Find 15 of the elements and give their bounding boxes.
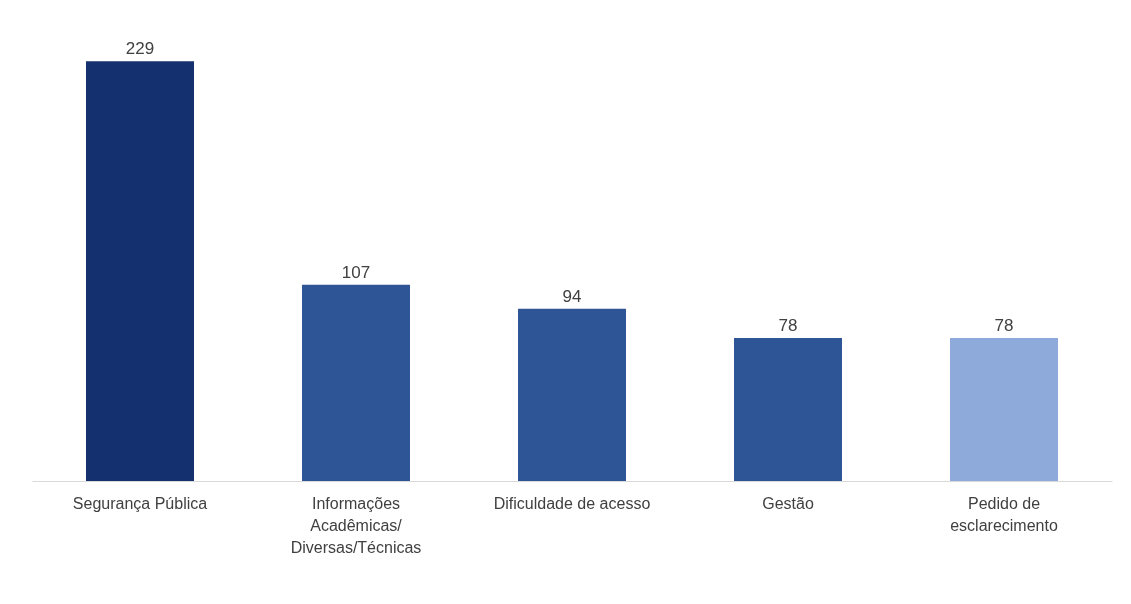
bar: [734, 338, 842, 481]
data-label: 107: [341, 262, 371, 282]
x-tick-label: Pedido de esclarecimento: [950, 494, 1058, 534]
data-label: 94: [562, 286, 582, 306]
data-label: 78: [994, 316, 1014, 335]
x-tick-label: Segurança Pública: [72, 494, 208, 512]
x-tick-label: Gestão: [762, 494, 814, 512]
data-label: 229: [125, 39, 155, 59]
data-label: 78: [778, 316, 798, 335]
bar: [950, 338, 1058, 481]
bar: [302, 284, 410, 481]
bar: [86, 61, 194, 481]
bar: [518, 308, 626, 481]
x-tick-label: Dificuldade de acesso: [493, 494, 651, 512]
x-tick-label: Informações Acadêmicas/ Diversas/Técnicas: [290, 494, 422, 556]
